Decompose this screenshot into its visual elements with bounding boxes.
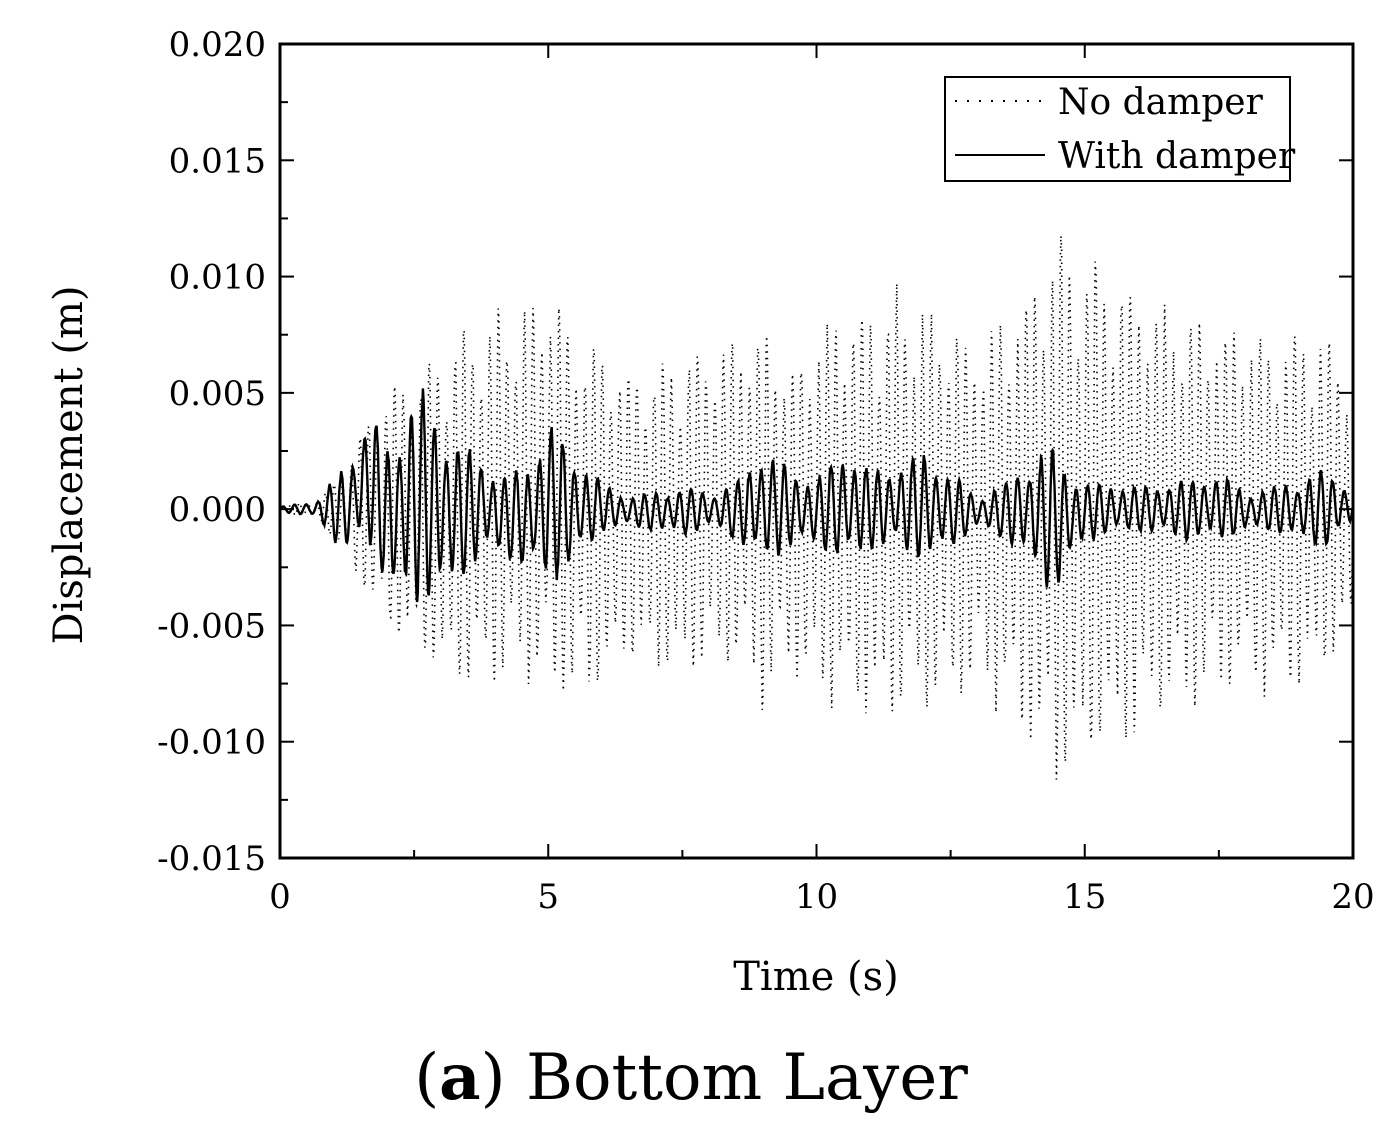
caption-label: a — [439, 1040, 481, 1115]
caption-text: Bottom Layer — [525, 1041, 968, 1115]
x-axis-title: Time (s) — [733, 954, 899, 1000]
series-layer — [279, 235, 1354, 780]
figure-caption: (a) Bottom Layer — [414, 1040, 968, 1115]
y-tick-label: -0.015 — [157, 839, 266, 879]
legend-box — [944, 76, 1291, 182]
x-tick-label: 15 — [1063, 877, 1106, 917]
y-axis-title: Displacement (m) — [46, 285, 92, 644]
x-tick-label: 10 — [795, 877, 838, 917]
y-tick-label: -0.010 — [157, 723, 266, 763]
y-tick-label: 0.020 — [169, 25, 266, 65]
x-tick-label: 20 — [1331, 877, 1374, 917]
series-with-damper-line — [279, 388, 1354, 603]
y-tick-label: 0.000 — [169, 490, 266, 530]
legend-label-with-damper: With damper — [1058, 136, 1296, 177]
y-tick-label: 0.015 — [169, 141, 266, 181]
axis-ticks: 0 5 10 15 20 -0.015 -0.010 -0.005 0.000 0.005 0.01… — [157, 25, 1374, 917]
y-tick-label: 0.005 — [169, 374, 266, 414]
legend: No damper With damper — [944, 76, 1296, 182]
x-tick-label: 5 — [537, 877, 559, 917]
y-tick-label: -0.005 — [157, 606, 266, 646]
y-tick-label: 0.010 — [169, 258, 266, 298]
x-tick-label: 0 — [269, 877, 291, 917]
legend-label-no-damper: No damper — [1058, 82, 1264, 123]
